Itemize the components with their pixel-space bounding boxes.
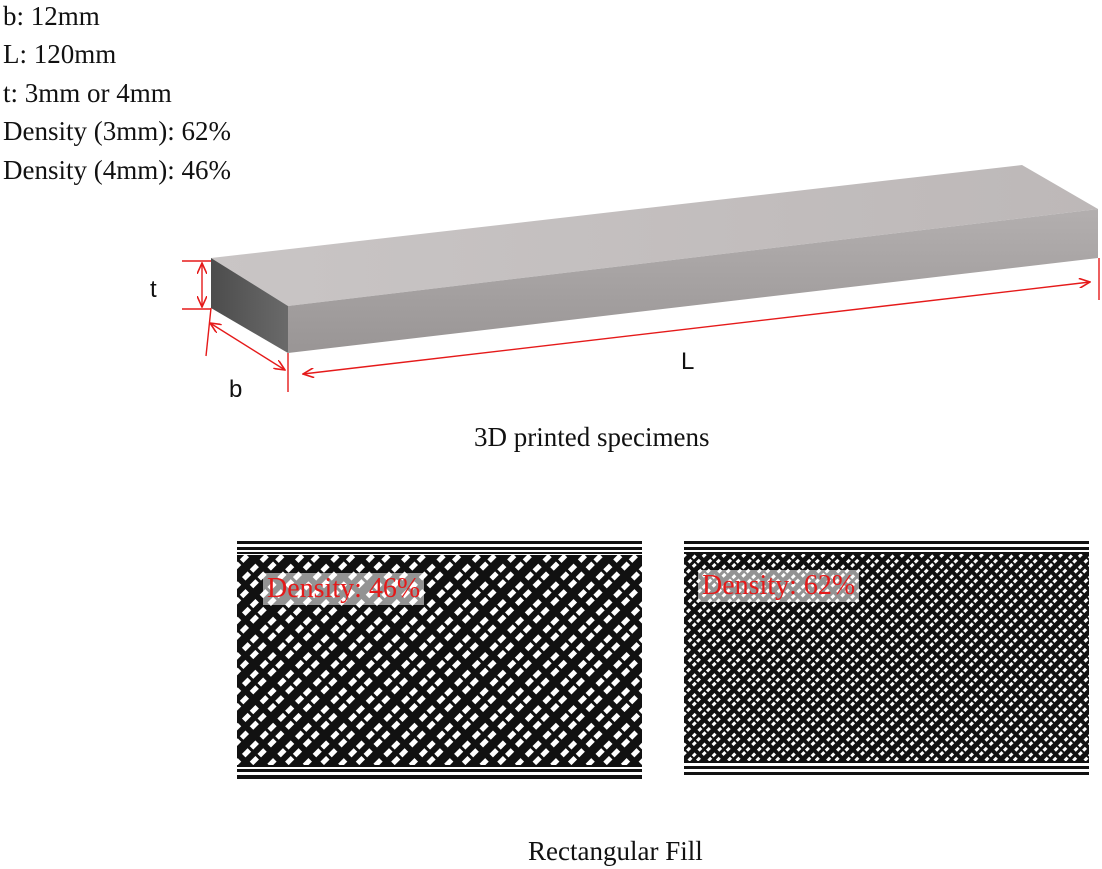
L-label: L [681, 348, 695, 375]
density-label-46: Density: 46% [263, 573, 425, 606]
fill-panel-46: Density: 46% [237, 541, 642, 779]
specimen-caption: 3D printed specimens [474, 422, 710, 452]
b-label: b [229, 376, 243, 403]
spec-thickness: t: 3mm or 4mm [3, 78, 172, 108]
L-dimension-arrow [303, 282, 1090, 374]
spec-density-4mm: Density (4mm): 46% [3, 155, 231, 185]
b-dimension-arrow [210, 323, 285, 370]
spec-width: b: 12mm [3, 1, 100, 31]
t-label: t [150, 276, 157, 303]
bar-top-face [211, 165, 1098, 306]
density-label-62: Density: 62% [698, 570, 860, 603]
b-dimension-ext-left [205, 307, 212, 357]
fill-caption: Rectangular Fill [528, 836, 703, 866]
spec-density-3mm: Density (3mm): 62% [3, 116, 231, 146]
fill-panel-62: Density: 62% [684, 541, 1089, 775]
spec-length: L: 120mm [3, 39, 117, 69]
